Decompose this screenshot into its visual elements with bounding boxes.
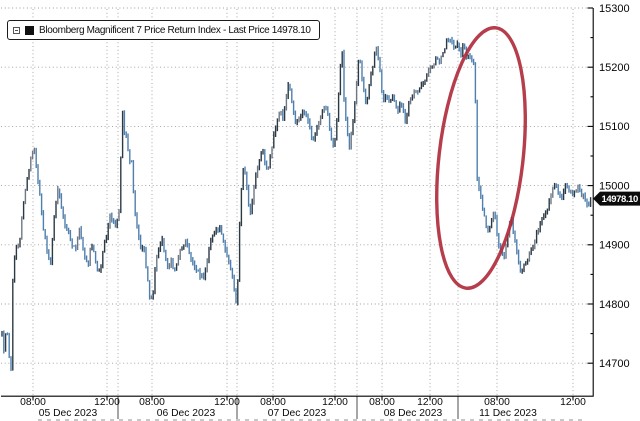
x-time-label: 12:00: [214, 397, 240, 408]
x-time-label: 08:00: [369, 397, 395, 408]
legend-box[interactable]: Bloomberg Magnificent 7 Price Return Ind…: [7, 20, 320, 40]
y-axis-label: 15100: [599, 121, 630, 133]
legend-series-swatch: [25, 25, 34, 35]
y-axis-label: 14800: [599, 299, 630, 311]
gridlines-group: [1, 7, 592, 395]
price-bars-group: [1, 36, 592, 372]
x-time-label: 08:00: [139, 397, 165, 408]
clipped-footer-text: [38, 419, 583, 421]
x-date-label: 08 Dec 2023: [383, 407, 443, 419]
x-date-label: 07 Dec 2023: [267, 407, 327, 419]
y-axis-label: 15200: [599, 62, 630, 74]
x-date-label: 06 Dec 2023: [156, 407, 216, 419]
x-time-label: 12:00: [560, 397, 586, 408]
x-time-label: 12:00: [322, 397, 348, 408]
y-axis-label: 14700: [599, 358, 630, 370]
y-axis-label: 15000: [599, 180, 630, 192]
x-date-label: 05 Dec 2023: [38, 407, 98, 419]
x-time-label: 12:00: [417, 397, 443, 408]
y-axis-label: 15300: [599, 3, 630, 15]
last-price-badge-value: 14978.10: [602, 194, 639, 205]
last-price-badge: [593, 191, 640, 206]
x-time-label: 08:00: [484, 397, 510, 408]
legend-collapse-icon[interactable]: [13, 26, 20, 34]
y-axis-label: 14900: [599, 240, 630, 252]
legend-label: Bloomberg Magnificent 7 Price Return Ind…: [39, 24, 311, 36]
x-time-label: 12:00: [94, 397, 120, 408]
x-time-label: 08:00: [20, 397, 46, 408]
x-date-label: 11 Dec 2023: [479, 407, 537, 419]
axes-group: 14700 14800 14900 15000 15100 15200 15300: [1, 3, 630, 419]
annotation-ellipse: [435, 26, 527, 290]
annotation-group: 14978.10: [435, 26, 640, 290]
x-time-label: 08:00: [260, 397, 286, 408]
